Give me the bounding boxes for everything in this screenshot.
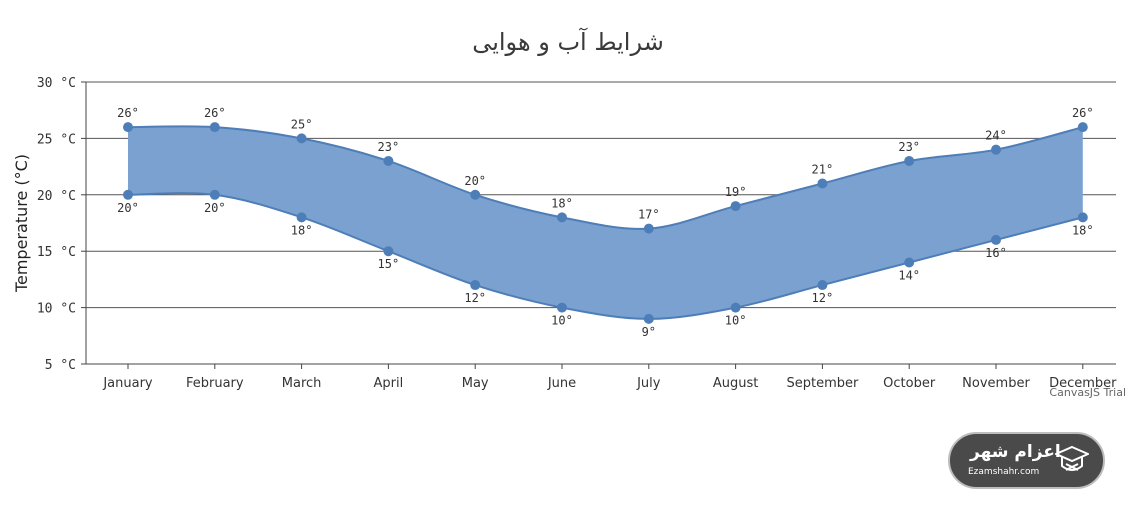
low-marker [383, 246, 394, 257]
x-tick-label: July [636, 376, 661, 391]
range-area-chart: شرایط آب و هوایی Temperature (°C) 26° 26°… [12, 27, 1126, 399]
low-data-label: 20° [117, 201, 139, 215]
high-marker [383, 155, 394, 166]
high-marker [991, 144, 1001, 155]
low-marker [557, 302, 567, 313]
credit-text: CanvasJS Trial [1049, 386, 1126, 399]
low-marker [296, 212, 307, 223]
high-line [127, 125, 1084, 230]
low-data-label: 9° [642, 325, 656, 339]
chart-title: شرایط آب و هوایی [472, 27, 664, 56]
high-data-label: 19° [725, 185, 747, 199]
data-markers [123, 122, 1088, 324]
low-data-label: 10° [725, 314, 747, 328]
low-marker [123, 189, 133, 200]
high-marker [123, 122, 133, 133]
watermark-name-fa: اعزام شهر [970, 442, 1061, 462]
y-tick-label: 30 °C [37, 76, 76, 91]
high-marker [904, 155, 915, 166]
y-tick-label: 25 °C [37, 132, 76, 147]
high-data-label: 26° [117, 106, 139, 120]
y-tick-label: 5 °C [45, 358, 76, 373]
low-data-label: 18° [1072, 223, 1094, 237]
high-marker [1077, 122, 1088, 133]
high-data-label: 20° [464, 174, 486, 188]
low-marker [730, 302, 741, 313]
low-data-label: 14° [898, 268, 920, 282]
axes: 5 °C 10 °C 15 °C 20 °C 25 °C 30 °C January Febr… [37, 76, 1117, 391]
chart-canvas: شرایط آب و هوایی Temperature (°C) 26° 26°… [12, 27, 1126, 399]
low-data-label: 12° [464, 291, 486, 305]
high-data-label: 21° [812, 163, 834, 177]
x-tick-label: April [374, 376, 404, 391]
x-tick-label: August [713, 376, 759, 391]
y-tick-label: 20 °C [37, 189, 76, 204]
y-tick-label: 10 °C [37, 302, 76, 317]
low-marker [904, 257, 915, 268]
watermark-name-en: Ezamshahr.com [968, 467, 1040, 477]
graduation-cap-icon [1055, 445, 1089, 471]
x-tick-label: February [186, 376, 244, 391]
low-marker [991, 234, 1001, 245]
high-data-label: 24° [985, 129, 1007, 143]
high-marker [470, 189, 481, 200]
high-marker [817, 178, 828, 189]
x-tick-label: October [883, 376, 936, 391]
high-marker [296, 133, 307, 144]
low-marker [470, 280, 481, 291]
data-labels: 26° 26° 25° 23° 20° 18° 17° 19° 21° 23° 24° 26° 20° 2… [117, 106, 1093, 339]
high-data-label: 23° [378, 140, 400, 154]
x-tick-label: June [547, 376, 576, 391]
low-data-label: 18° [291, 223, 313, 237]
x-tick-label: May [462, 376, 489, 391]
high-data-label: 18° [551, 196, 573, 210]
x-tick-label: September [786, 376, 859, 391]
high-marker [209, 122, 220, 133]
low-marker [817, 280, 828, 291]
low-data-label: 10° [551, 314, 573, 328]
high-data-label: 23° [898, 140, 920, 154]
low-marker [643, 313, 654, 324]
x-tick-label: March [282, 376, 322, 391]
low-marker [209, 189, 220, 200]
watermark-logo: اعزام شهر Ezamshahr.com [948, 432, 1105, 489]
high-data-label: 26° [204, 106, 226, 120]
high-data-label: 25° [291, 117, 313, 131]
low-data-label: 12° [812, 291, 834, 305]
y-axis-label: Temperature (°C) [12, 154, 31, 293]
range-fill [128, 126, 1083, 319]
x-tick-label: December [1049, 376, 1117, 391]
high-marker [643, 223, 654, 234]
low-data-label: 16° [985, 246, 1007, 260]
range-area [127, 125, 1084, 320]
high-data-label: 17° [638, 208, 660, 222]
high-marker [557, 212, 567, 223]
x-tick-label: January [102, 376, 153, 391]
x-tick-label: November [962, 376, 1030, 391]
y-tick-label: 15 °C [37, 245, 76, 260]
high-data-label: 26° [1072, 106, 1094, 120]
low-data-label: 15° [378, 257, 400, 271]
low-marker [1077, 212, 1088, 223]
low-data-label: 20° [204, 201, 226, 215]
low-line [127, 192, 1084, 320]
high-marker [730, 201, 741, 212]
